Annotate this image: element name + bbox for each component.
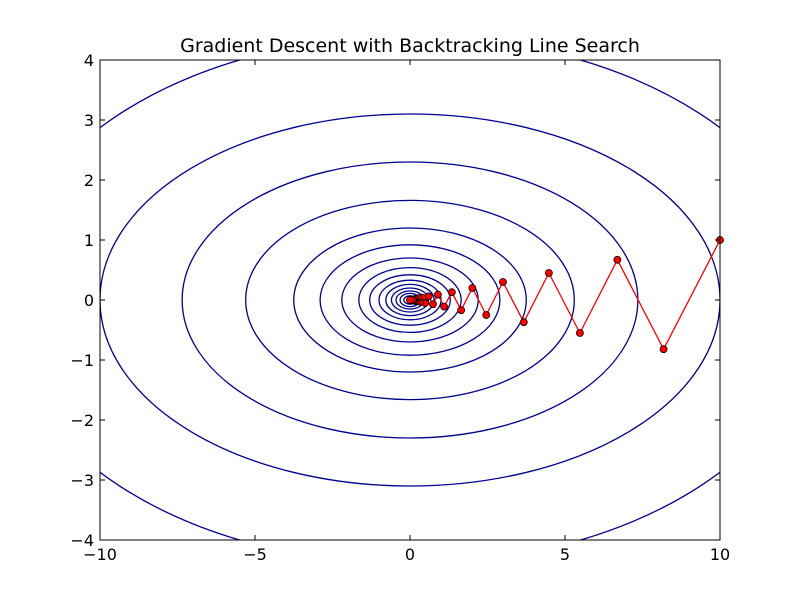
y-tick-label: −3 xyxy=(70,471,94,490)
y-tick-label: 2 xyxy=(84,171,94,190)
axis-ticks xyxy=(99,59,721,541)
data-point xyxy=(406,296,414,304)
y-tick-label: 0 xyxy=(84,291,94,310)
y-tick-label: −2 xyxy=(70,411,94,430)
contour-lines xyxy=(100,60,720,540)
contour-level-8 xyxy=(369,274,451,326)
data-point xyxy=(468,284,477,292)
data-point xyxy=(429,300,437,309)
data-point xyxy=(482,311,491,319)
y-tick-label: 3 xyxy=(84,111,94,130)
x-tick-label: 0 xyxy=(405,545,415,564)
y-tick-label: 4 xyxy=(84,51,94,70)
data-point xyxy=(519,318,528,327)
data-point xyxy=(659,345,668,354)
data-point xyxy=(499,278,507,286)
data-point xyxy=(544,269,553,277)
data-point xyxy=(424,292,433,301)
y-tick-label: −4 xyxy=(70,531,94,550)
data-point xyxy=(575,329,584,337)
y-tick-labels: −4 −3 −2 −1 0 1 2 3 4 xyxy=(70,51,94,550)
data-point xyxy=(440,302,449,311)
x-tick-label: 5 xyxy=(560,545,570,564)
y-tick-label: −1 xyxy=(70,351,94,370)
contour-level-1 xyxy=(100,113,720,487)
y-tick-label: 1 xyxy=(84,231,94,250)
data-point xyxy=(447,288,456,297)
x-tick-label: −10 xyxy=(83,545,117,564)
contour-level-5 xyxy=(319,244,501,356)
descent-markers xyxy=(406,236,724,354)
contour-level-4 xyxy=(293,227,527,373)
data-point xyxy=(613,255,622,264)
x-tick-label: 10 xyxy=(710,545,730,564)
contour-level-10 xyxy=(385,283,435,317)
contour-level-7 xyxy=(358,266,462,334)
contour-level-3 xyxy=(245,199,575,401)
data-point xyxy=(433,290,442,299)
x-tick-label: −5 xyxy=(243,545,267,564)
x-tick-labels: −10 −5 0 5 10 xyxy=(83,545,730,564)
chart-title: Gradient Descent with Backtracking Line … xyxy=(180,35,640,57)
data-point xyxy=(457,306,466,315)
